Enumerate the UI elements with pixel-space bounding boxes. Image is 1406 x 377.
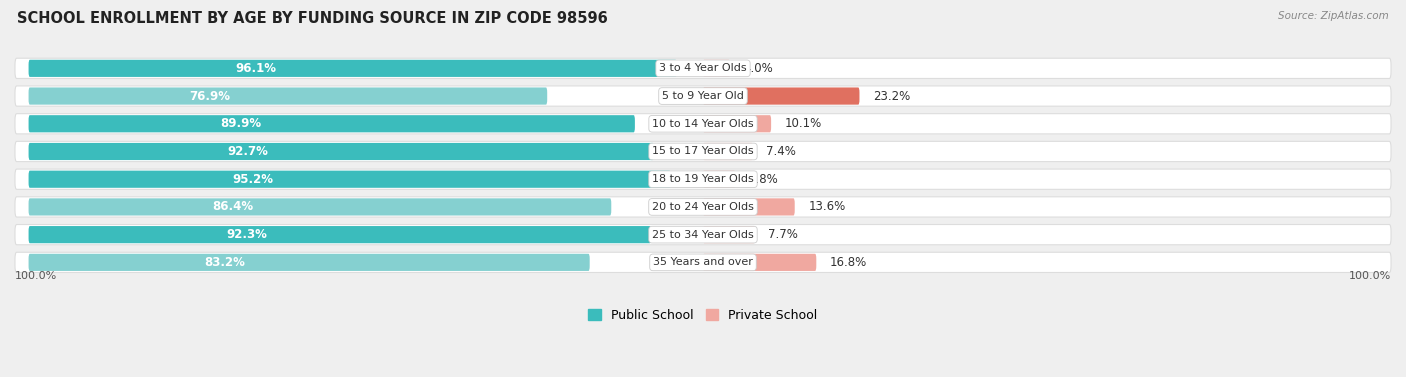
Text: 7.7%: 7.7% <box>769 228 799 241</box>
Text: 100.0%: 100.0% <box>1348 271 1391 281</box>
Text: 23.2%: 23.2% <box>873 90 910 103</box>
Text: 76.9%: 76.9% <box>190 90 231 103</box>
Text: 20 to 24 Year Olds: 20 to 24 Year Olds <box>652 202 754 212</box>
FancyBboxPatch shape <box>703 226 755 243</box>
Text: Source: ZipAtlas.com: Source: ZipAtlas.com <box>1278 11 1389 21</box>
FancyBboxPatch shape <box>703 198 794 216</box>
FancyBboxPatch shape <box>703 143 752 160</box>
Text: 18 to 19 Year Olds: 18 to 19 Year Olds <box>652 174 754 184</box>
Text: 89.9%: 89.9% <box>221 117 262 130</box>
FancyBboxPatch shape <box>15 113 1391 134</box>
FancyBboxPatch shape <box>28 60 676 77</box>
FancyBboxPatch shape <box>15 169 1391 189</box>
FancyBboxPatch shape <box>703 60 730 77</box>
FancyBboxPatch shape <box>703 115 770 132</box>
Text: 86.4%: 86.4% <box>212 201 253 213</box>
FancyBboxPatch shape <box>15 58 1391 78</box>
Text: 13.6%: 13.6% <box>808 201 845 213</box>
Text: 3 to 4 Year Olds: 3 to 4 Year Olds <box>659 63 747 74</box>
Text: 25 to 34 Year Olds: 25 to 34 Year Olds <box>652 230 754 240</box>
FancyBboxPatch shape <box>28 198 612 216</box>
Text: 96.1%: 96.1% <box>235 62 276 75</box>
Text: 7.4%: 7.4% <box>766 145 796 158</box>
FancyBboxPatch shape <box>15 86 1391 106</box>
FancyBboxPatch shape <box>28 115 636 132</box>
FancyBboxPatch shape <box>15 197 1391 217</box>
Legend: Public School, Private School: Public School, Private School <box>583 304 823 327</box>
FancyBboxPatch shape <box>703 87 859 105</box>
FancyBboxPatch shape <box>15 252 1391 273</box>
FancyBboxPatch shape <box>15 225 1391 245</box>
FancyBboxPatch shape <box>15 141 1391 162</box>
Text: 10 to 14 Year Olds: 10 to 14 Year Olds <box>652 119 754 129</box>
Text: 5 to 9 Year Old: 5 to 9 Year Old <box>662 91 744 101</box>
Text: 4.0%: 4.0% <box>744 62 773 75</box>
FancyBboxPatch shape <box>703 171 735 188</box>
FancyBboxPatch shape <box>28 171 671 188</box>
FancyBboxPatch shape <box>28 254 589 271</box>
FancyBboxPatch shape <box>703 254 817 271</box>
Text: 4.8%: 4.8% <box>749 173 779 186</box>
Text: 92.7%: 92.7% <box>226 145 267 158</box>
FancyBboxPatch shape <box>28 226 651 243</box>
FancyBboxPatch shape <box>28 143 654 160</box>
Text: 100.0%: 100.0% <box>15 271 58 281</box>
Text: 92.3%: 92.3% <box>226 228 267 241</box>
Text: 83.2%: 83.2% <box>204 256 246 269</box>
FancyBboxPatch shape <box>28 87 547 105</box>
Text: 35 Years and over: 35 Years and over <box>652 257 754 267</box>
Text: 10.1%: 10.1% <box>785 117 823 130</box>
Text: SCHOOL ENROLLMENT BY AGE BY FUNDING SOURCE IN ZIP CODE 98596: SCHOOL ENROLLMENT BY AGE BY FUNDING SOUR… <box>17 11 607 26</box>
Text: 95.2%: 95.2% <box>233 173 274 186</box>
Text: 16.8%: 16.8% <box>830 256 868 269</box>
Text: 15 to 17 Year Olds: 15 to 17 Year Olds <box>652 147 754 156</box>
